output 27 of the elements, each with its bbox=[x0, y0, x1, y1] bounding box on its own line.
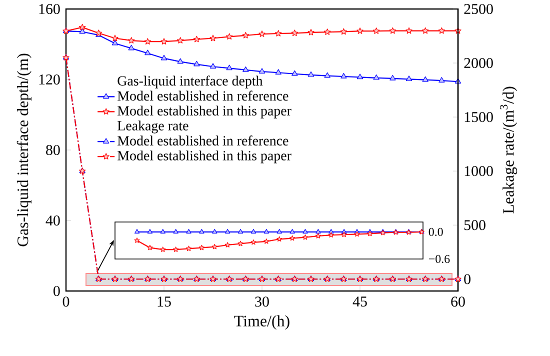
legend-label: Model established in reference bbox=[118, 90, 288, 101]
legend-label: Model established in this paper bbox=[118, 106, 292, 118]
y-tick-label: 80 bbox=[46, 144, 60, 156]
x-tick-label: 60 bbox=[451, 296, 465, 307]
y2-tick-label: 1500 bbox=[464, 112, 493, 122]
y-tick-label: 0 bbox=[54, 286, 60, 296]
y2-tick-label: 1000 bbox=[464, 166, 493, 176]
y-tick-label: 160 bbox=[39, 4, 60, 14]
y-tick-label: −0.6 bbox=[428, 254, 450, 264]
y2-tick-label: 2000 bbox=[464, 58, 493, 68]
x-tick-label: 45 bbox=[352, 296, 367, 307]
y2-tick-label: 0 bbox=[464, 274, 470, 284]
y2-tick-label: 2500 bbox=[464, 4, 493, 14]
y2-tick-label: 500 bbox=[464, 220, 486, 230]
y-tick-label: 40 bbox=[46, 215, 60, 226]
x-tick-label: 15 bbox=[158, 296, 171, 307]
x-tick-label: 30 bbox=[255, 296, 269, 307]
legend-label: Model established in this paper bbox=[118, 150, 292, 164]
y-tick-label: 0.0 bbox=[428, 228, 443, 236]
annotation: Leakage rate bbox=[118, 120, 188, 134]
annotation: Gas-liquid interface depth bbox=[118, 76, 263, 88]
x-axis-title: Time/(h) bbox=[234, 315, 290, 330]
y-tick-label: 120 bbox=[39, 74, 60, 85]
y2-axis-title: Leakage rate/(m$^{3}$/d) bbox=[500, 86, 518, 214]
legend-label: Model established in reference bbox=[118, 136, 288, 146]
x-tick-label: 0 bbox=[62, 296, 70, 307]
y-axis-title: Gas-liquid interface depth/(m) bbox=[16, 54, 32, 246]
